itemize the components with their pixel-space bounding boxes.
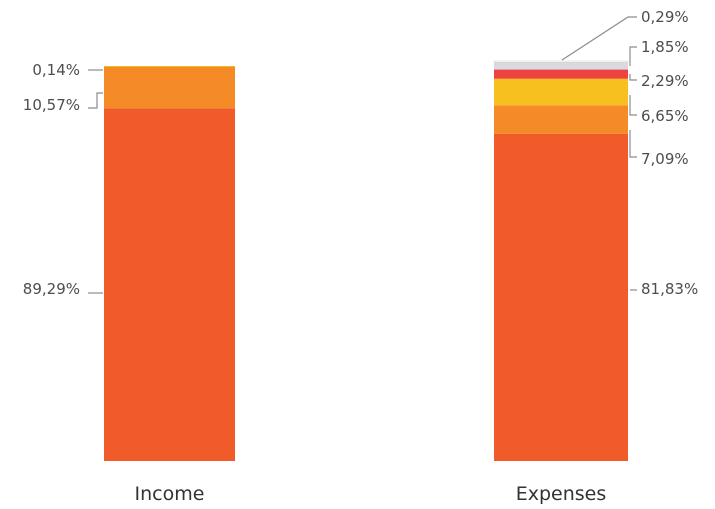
bar-segment-expenses-1 <box>494 105 628 134</box>
bar-segment-expenses-4 <box>494 62 628 70</box>
bar-segment-expenses-0 <box>494 133 628 461</box>
bar-segment-income-0 <box>104 108 235 461</box>
leader-line-expenses-1 <box>629 130 637 158</box>
leader-line-expenses-2 <box>629 95 637 116</box>
data-label-expenses-1: 7,09% <box>641 150 689 168</box>
bar-segment-expenses-2 <box>494 78 628 106</box>
data-label-expenses-5: 0,29% <box>641 8 689 26</box>
bar-segment-expenses-3 <box>494 69 628 79</box>
data-label-expenses-3: 2,29% <box>641 72 689 90</box>
data-label-income-2: 0,14% <box>32 61 80 79</box>
leader-line-expenses-5 <box>561 16 637 61</box>
bar-segment-expenses-5 <box>493 60 629 63</box>
data-label-expenses-4: 1,85% <box>641 38 689 56</box>
label-leader-lines <box>88 16 637 294</box>
leader-line-income-1 <box>88 92 103 109</box>
data-label-income-1: 10,57% <box>23 96 80 114</box>
bar-segment-income-1 <box>104 66 235 109</box>
leader-line-expenses-4 <box>629 46 637 66</box>
data-label-income-0: 89,29% <box>23 280 80 298</box>
data-labels: 89,29% 10,57% 0,14% 81,83% 7,09% 6,65% 2,29% 1,… <box>23 8 698 298</box>
category-labels: Income Expenses <box>135 483 607 505</box>
category-label-income: Income <box>135 483 205 505</box>
data-label-expenses-2: 6,65% <box>641 107 689 125</box>
bar-segments <box>104 60 629 461</box>
data-label-expenses-0: 81,83% <box>641 280 698 298</box>
leader-line-expenses-3 <box>629 74 637 81</box>
bar-segment-income-2 <box>104 66 235 67</box>
category-label-expenses: Expenses <box>516 483 607 505</box>
